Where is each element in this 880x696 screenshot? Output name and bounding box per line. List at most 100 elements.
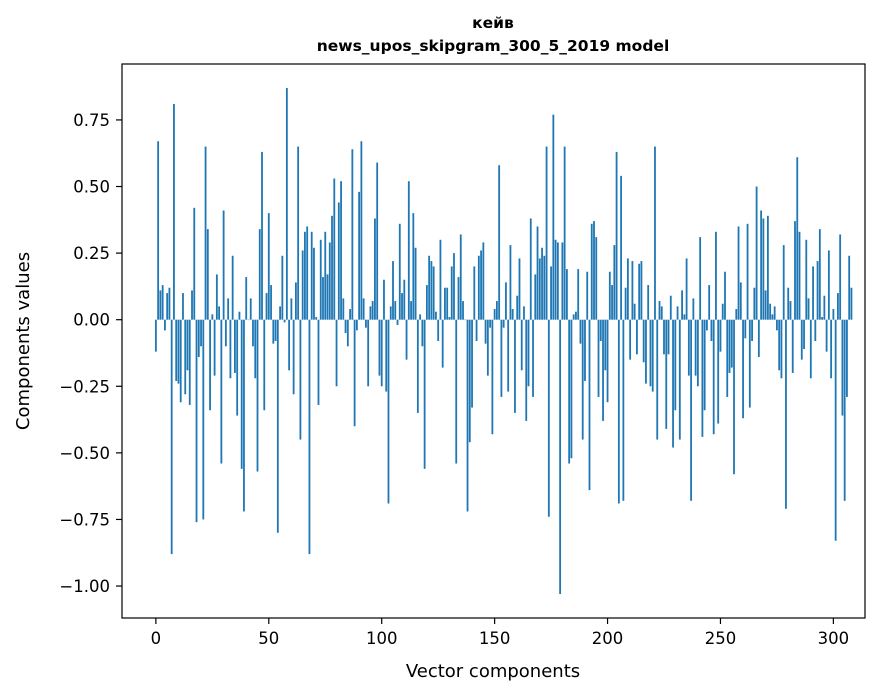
bar	[629, 319, 632, 360]
bar	[222, 210, 225, 320]
bar	[220, 319, 223, 464]
bar	[692, 298, 695, 320]
bar	[389, 306, 392, 320]
bar	[678, 319, 681, 440]
bar	[333, 178, 336, 320]
bar	[584, 319, 586, 381]
bar	[170, 319, 173, 555]
bar	[394, 301, 397, 320]
bar	[604, 319, 607, 371]
bar	[681, 290, 683, 320]
bar	[834, 319, 837, 541]
bar	[773, 306, 776, 320]
bar	[577, 269, 580, 320]
bar	[355, 319, 358, 331]
bar	[846, 319, 848, 397]
bar	[638, 263, 641, 320]
bar	[258, 229, 261, 320]
bar	[349, 309, 351, 320]
bar	[588, 319, 591, 491]
bar	[459, 234, 462, 320]
bar	[154, 319, 157, 352]
bar	[570, 319, 573, 459]
bar	[466, 319, 469, 512]
bar	[229, 319, 232, 379]
bar	[306, 226, 309, 320]
bar	[308, 319, 311, 555]
bar	[383, 279, 385, 320]
bar	[818, 229, 821, 320]
bar	[441, 319, 444, 368]
bar	[471, 319, 473, 408]
bar	[351, 149, 354, 320]
bar	[556, 242, 559, 320]
bar	[841, 319, 844, 416]
bar	[419, 314, 422, 320]
bar	[398, 223, 401, 320]
bar	[367, 319, 370, 387]
bar	[676, 306, 679, 320]
bar	[209, 319, 211, 411]
bar	[518, 258, 521, 320]
bar	[776, 319, 778, 331]
bar	[430, 261, 433, 320]
bar	[798, 231, 801, 320]
bar	[294, 282, 297, 320]
bar	[554, 239, 557, 320]
bar	[563, 146, 566, 320]
bar	[726, 319, 729, 397]
bar	[272, 319, 275, 344]
bar	[421, 319, 424, 347]
bar	[696, 319, 699, 387]
bar	[581, 319, 584, 440]
bar	[850, 287, 853, 320]
bar	[283, 319, 286, 323]
bar	[182, 293, 184, 320]
bar	[403, 279, 406, 320]
bar	[536, 226, 539, 320]
bar	[444, 287, 446, 320]
bar	[523, 306, 525, 320]
bar	[380, 319, 383, 387]
bar	[455, 319, 458, 464]
bar	[771, 314, 774, 320]
bar	[453, 253, 455, 320]
bar	[640, 261, 643, 320]
bar	[468, 319, 471, 443]
bar	[843, 319, 846, 501]
bar	[769, 303, 772, 320]
bar	[703, 319, 706, 411]
bar	[326, 274, 329, 320]
bar	[827, 250, 830, 320]
bar	[193, 207, 196, 320]
bar	[157, 141, 160, 320]
bar	[744, 319, 747, 339]
bar	[737, 226, 740, 320]
bar	[164, 319, 166, 331]
bar	[647, 285, 650, 320]
bar	[335, 319, 338, 387]
bar	[313, 247, 315, 320]
bar	[683, 314, 686, 320]
bar	[200, 319, 202, 347]
bar	[450, 266, 453, 320]
bar	[328, 242, 331, 320]
bar	[218, 306, 221, 320]
bar	[480, 250, 482, 320]
bar	[615, 151, 618, 320]
bar	[694, 319, 697, 376]
y-axis-ticks: 0.75 0.50 0.25 0.00 −0.25 −0.50 −0.75 −1.00	[59, 111, 122, 596]
bar	[552, 114, 555, 320]
y-tick-label: 0.25	[73, 244, 110, 263]
bar	[572, 314, 575, 320]
bar	[626, 258, 629, 320]
bar	[823, 295, 826, 320]
bar	[830, 319, 833, 379]
bar	[168, 287, 171, 320]
bar	[753, 287, 756, 320]
bar	[195, 319, 198, 523]
x-tick-label: 50	[258, 629, 279, 648]
bar	[202, 319, 205, 520]
bar	[645, 319, 647, 384]
bar	[495, 301, 498, 320]
